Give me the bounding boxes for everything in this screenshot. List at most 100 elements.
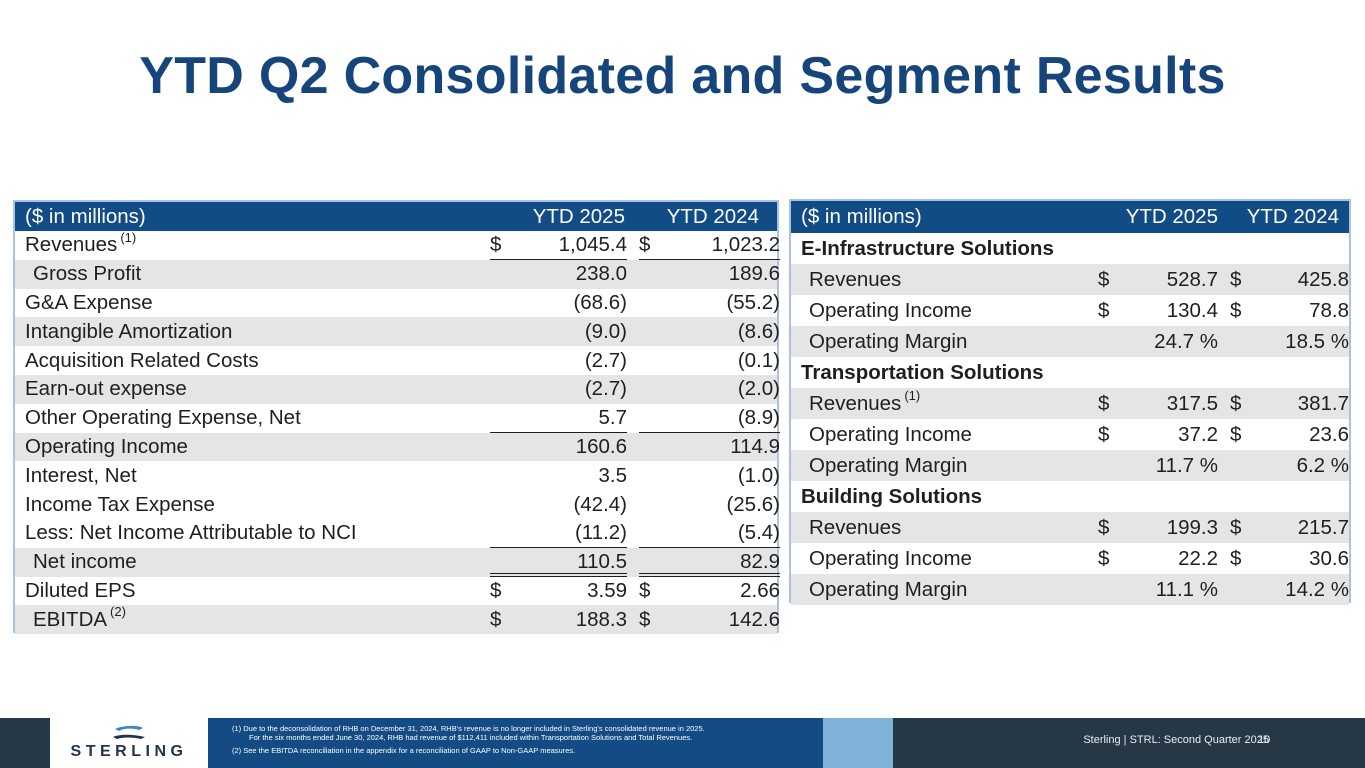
value-cell: 114.9 xyxy=(639,433,780,462)
table-row: Less: Net Income Attributable to NCI (11.… xyxy=(15,519,780,548)
value-text: (55.2) xyxy=(726,290,780,314)
value-cell: $22.2 xyxy=(1098,543,1218,574)
row-label: Earn-out expense xyxy=(25,375,187,404)
header-ytd-2025: YTD 2025 xyxy=(532,204,625,228)
segment-heading-row: Building Solutions xyxy=(791,481,1349,512)
table-row: Earn-out expense (2.7) (2.0) xyxy=(15,374,780,404)
value-text: 24.7 % xyxy=(1154,329,1218,353)
accent-band xyxy=(823,718,893,768)
value-cell: (2.7) xyxy=(490,375,627,404)
row-label-text: Operating Margin xyxy=(809,453,968,477)
currency-symbol: $ xyxy=(490,578,502,602)
row-label: Diluted EPS xyxy=(25,577,136,606)
sterling-swoosh-icon xyxy=(113,725,145,739)
value-text: (2.7) xyxy=(584,348,627,372)
table-row: Gross Profit 238.0 189.6 xyxy=(15,259,780,289)
page-number: 10 xyxy=(1258,734,1271,746)
row-label: Acquisition Related Costs xyxy=(25,346,259,375)
currency-symbol: $ xyxy=(639,578,651,602)
row-label: Less: Net Income Attributable to NCI xyxy=(25,519,357,548)
currency-symbol: $ xyxy=(1098,422,1110,446)
table-row: Revenues (1) $317.5 $381.7 xyxy=(791,388,1349,419)
value-text: (8.6) xyxy=(737,319,780,343)
value-cell: 3.5 xyxy=(490,461,628,490)
value-text: (8.9) xyxy=(737,406,780,430)
value-cell: (0.1) xyxy=(639,346,780,375)
segment-heading: Building Solutions xyxy=(801,481,982,512)
value-cell: (55.2) xyxy=(639,289,780,318)
currency-symbol: $ xyxy=(1230,298,1242,322)
row-label: Interest, Net xyxy=(25,461,137,490)
table-row: Revenues (1) $1,045.4 $1,023.2 xyxy=(15,230,780,260)
table-row: EBITDA (2) $188.3 $142.6 xyxy=(15,604,780,635)
value-text: (11.2) xyxy=(574,521,627,545)
row-label: Revenues (1) xyxy=(25,230,136,260)
value-text: 130.4 xyxy=(1166,298,1218,322)
row-label-text: Operating Income xyxy=(809,546,972,570)
currency-symbol: $ xyxy=(490,233,502,257)
currency-symbol: $ xyxy=(1098,298,1110,322)
row-label-text: G&A Expense xyxy=(25,290,153,314)
value-text: 82.9 xyxy=(740,550,780,574)
value-cell: $1,045.4 xyxy=(490,231,627,260)
table-row: Other Operating Expense, Net 5.7 (8.9) xyxy=(15,404,780,433)
row-label: Intangible Amortization xyxy=(25,317,232,346)
row-label-text: Operating Income xyxy=(809,298,972,322)
value-text: 189.6 xyxy=(728,262,780,286)
table-row: Diluted EPS $3.59 $2.66 xyxy=(15,577,780,606)
row-label-text: Income Tax Expense xyxy=(25,492,215,516)
value-cell: 5.7 xyxy=(490,404,627,433)
value-cell: $528.7 xyxy=(1098,264,1218,295)
value-text: (0.1) xyxy=(737,348,780,372)
value-cell: $425.8 xyxy=(1230,264,1349,295)
value-text: 3.5 xyxy=(598,463,628,487)
table-header-row: ($ in millions) YTD 2025 YTD 2024 xyxy=(791,201,1349,233)
value-text: (2.0) xyxy=(737,377,780,401)
value-text: (5.4) xyxy=(737,521,780,545)
currency-symbol: $ xyxy=(1230,267,1242,291)
header-units-label: ($ in millions) xyxy=(801,205,922,228)
value-text: 2.66 xyxy=(740,578,780,602)
value-cell: 18.5 % xyxy=(1230,326,1349,357)
value-text: 18.5 % xyxy=(1285,329,1349,353)
row-label-text: Earn-out expense xyxy=(25,377,187,401)
row-label-text: Revenues xyxy=(25,233,118,257)
footnote-2: (2) See the EBITDA reconciliation in the… xyxy=(232,746,576,755)
value-cell: $30.6 xyxy=(1230,543,1349,574)
value-cell: 82.9 xyxy=(639,548,780,577)
value-text: 11.7 % xyxy=(1155,453,1218,477)
value-text: 6.2 % xyxy=(1296,453,1349,477)
row-label: Operating Income xyxy=(809,419,972,450)
value-text: 215.7 xyxy=(1297,515,1349,539)
footnote-1-line-2: For the six months ended June 30, 2024, … xyxy=(249,733,693,742)
value-cell: (8.6) xyxy=(639,317,780,346)
value-cell: $381.7 xyxy=(1230,388,1349,419)
row-label-text: Net income xyxy=(33,550,137,574)
value-text: 23.6 xyxy=(1309,422,1349,446)
value-cell: $2.66 xyxy=(639,577,780,606)
currency-symbol: $ xyxy=(1230,391,1242,415)
currency-symbol: $ xyxy=(1098,515,1110,539)
logo-wordmark: STERLING xyxy=(70,743,188,760)
row-label: Operating Margin xyxy=(809,326,967,357)
value-cell: (2.0) xyxy=(639,375,780,404)
row-label: Gross Profit xyxy=(33,260,141,289)
row-label-text: Revenues xyxy=(809,391,902,415)
value-cell: (68.6) xyxy=(490,289,627,318)
row-label: Other Operating Expense, Net xyxy=(25,404,301,433)
value-text: 30.6 xyxy=(1309,546,1349,570)
value-text: 1,023.2 xyxy=(711,233,780,257)
currency-symbol: $ xyxy=(1098,267,1110,291)
value-text: 22.2 xyxy=(1178,546,1218,570)
value-cell: 11.1 % xyxy=(1098,574,1218,605)
row-label: Net income xyxy=(33,548,137,577)
value-cell: (5.4) xyxy=(639,519,780,548)
value-cell: $199.3 xyxy=(1098,512,1218,543)
segment-heading: E-Infrastructure Solutions xyxy=(801,233,1054,264)
row-label-text: Less: Net Income Attributable to NCI xyxy=(25,521,357,545)
value-cell: $317.5 xyxy=(1098,388,1218,419)
row-label: EBITDA (2) xyxy=(33,604,126,634)
table-row: Revenues $528.7 $425.8 xyxy=(791,264,1349,295)
currency-symbol: $ xyxy=(1098,391,1110,415)
value-text: 238.0 xyxy=(575,262,627,286)
